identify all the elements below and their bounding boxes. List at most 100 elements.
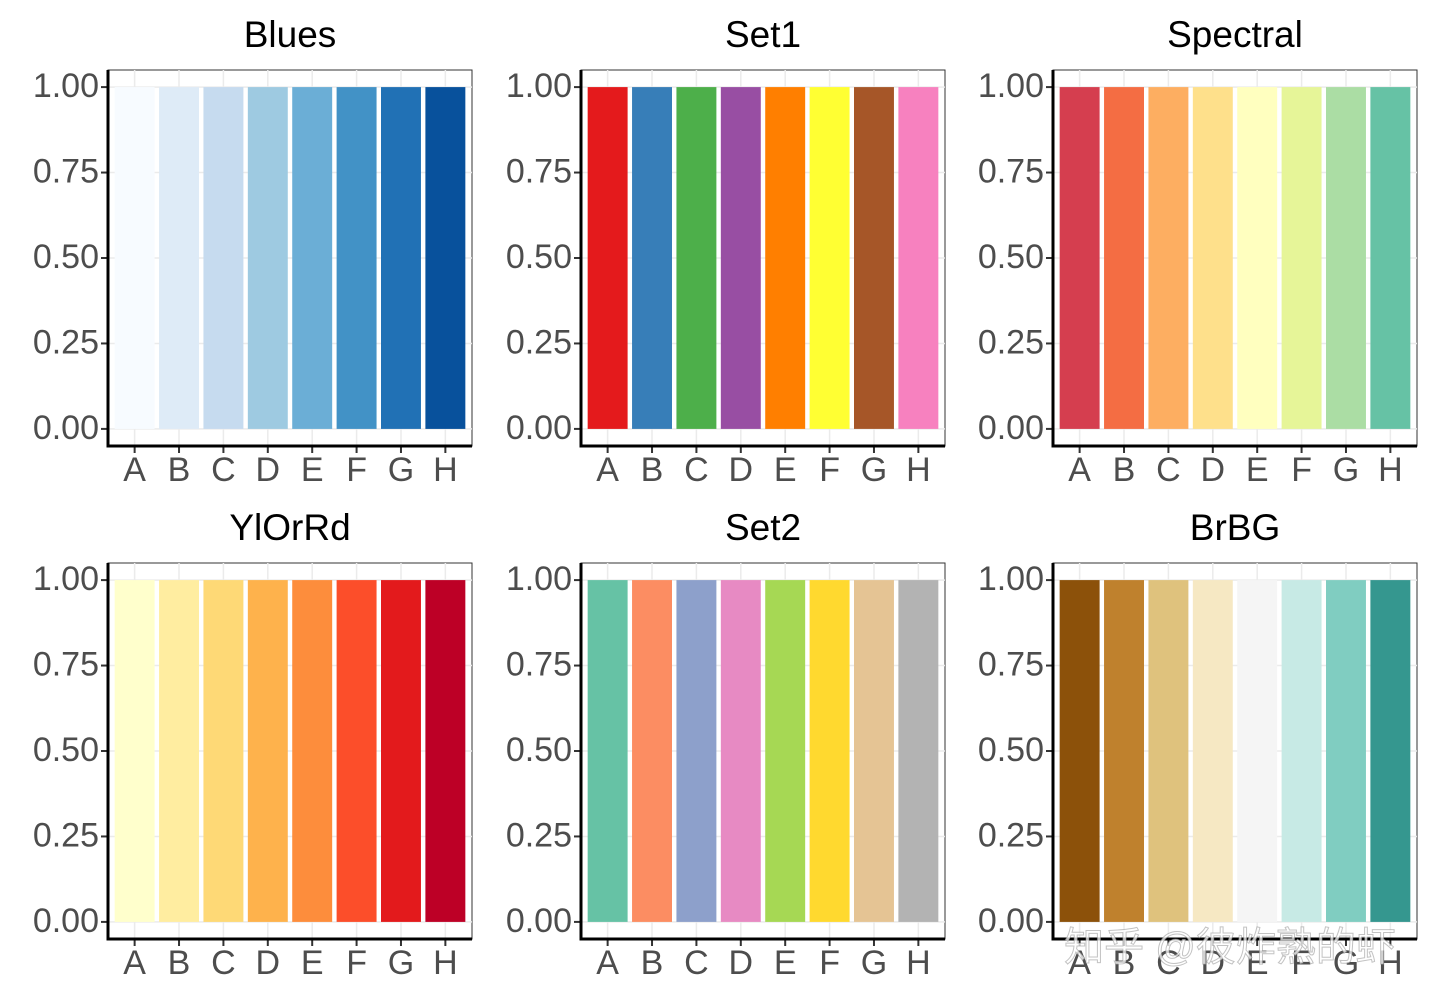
bar [809, 87, 850, 429]
x-tick-label: G [1333, 944, 1359, 982]
y-tick-label: 0.50 [506, 731, 572, 769]
bar [898, 580, 939, 922]
y-tick-label: 0.25 [33, 816, 99, 854]
bar [720, 87, 761, 429]
x-tick-label: G [388, 451, 414, 489]
bar [159, 580, 199, 922]
chart-title: Set2 [725, 507, 801, 548]
x-tick-label: C [1156, 944, 1181, 982]
bar [1104, 580, 1144, 922]
x-tick-label: C [211, 944, 236, 982]
x-tick-label: C [211, 451, 236, 489]
x-tick-label: F [1291, 451, 1312, 489]
chart-title: Spectral [1167, 14, 1303, 55]
y-tick-label: 0.25 [978, 323, 1044, 361]
bar [1370, 87, 1411, 429]
bar [1370, 580, 1411, 922]
bar [1059, 87, 1100, 429]
x-tick-label: A [596, 944, 619, 982]
x-tick-label: H [433, 451, 458, 489]
x-tick-label: C [1156, 451, 1181, 489]
y-tick-label: 0.75 [33, 153, 99, 191]
bar [1281, 580, 1322, 922]
bar [854, 580, 894, 922]
y-tick-label: 0.25 [506, 323, 572, 361]
bar [765, 580, 806, 922]
y-tick-label: 0.50 [978, 238, 1044, 276]
x-tick-label: A [1068, 451, 1091, 489]
bar [765, 87, 806, 429]
bar [809, 580, 850, 922]
bar [203, 87, 244, 429]
x-tick-label: F [819, 944, 840, 982]
bar [247, 580, 288, 922]
x-tick-label: H [433, 944, 458, 982]
x-tick-label: D [729, 944, 754, 982]
y-tick-label: 0.75 [978, 646, 1044, 684]
y-tick-label: 0.25 [978, 816, 1044, 854]
y-tick-label: 0.00 [506, 902, 572, 940]
x-tick-label: H [906, 451, 931, 489]
x-tick-label: A [123, 944, 146, 982]
x-tick-label: G [861, 451, 887, 489]
x-tick-label: H [1378, 451, 1403, 489]
bar [425, 580, 466, 922]
y-tick-label: 1.00 [506, 560, 572, 598]
bar [292, 87, 333, 429]
x-tick-label: B [1113, 944, 1136, 982]
bar [1192, 580, 1233, 922]
bar [1148, 87, 1189, 429]
x-tick-label: G [861, 944, 887, 982]
x-tick-label: A [1068, 944, 1091, 982]
bar [1326, 580, 1366, 922]
x-tick-label: B [641, 944, 664, 982]
bar [159, 87, 199, 429]
x-tick-label: F [346, 944, 367, 982]
x-tick-label: F [1291, 944, 1312, 982]
y-tick-label: 0.00 [978, 409, 1044, 447]
y-tick-label: 1.00 [506, 67, 572, 105]
x-tick-label: A [123, 451, 146, 489]
x-tick-label: F [819, 451, 840, 489]
bar [292, 580, 333, 922]
x-tick-label: D [729, 451, 754, 489]
x-tick-label: G [388, 944, 414, 982]
y-tick-label: 0.75 [978, 153, 1044, 191]
bar [1281, 87, 1322, 429]
bar [632, 87, 672, 429]
bar [632, 580, 672, 922]
x-tick-label: E [301, 451, 324, 489]
y-tick-label: 0.50 [978, 731, 1044, 769]
bar [381, 580, 421, 922]
y-tick-label: 0.75 [506, 153, 572, 191]
y-tick-label: 0.75 [33, 646, 99, 684]
bar [1237, 87, 1278, 429]
bar [1059, 580, 1100, 922]
x-tick-label: E [774, 451, 797, 489]
bar [898, 87, 939, 429]
x-tick-label: B [168, 944, 191, 982]
x-tick-label: D [1201, 944, 1226, 982]
x-tick-label: C [684, 451, 709, 489]
y-tick-label: 0.00 [33, 409, 99, 447]
y-tick-label: 0.50 [33, 238, 99, 276]
bar [676, 87, 717, 429]
x-tick-label: D [1201, 451, 1226, 489]
bar [1237, 580, 1278, 922]
x-tick-label: E [1246, 451, 1269, 489]
chart-title: BrBG [1190, 507, 1280, 548]
x-tick-label: B [168, 451, 191, 489]
bar [114, 580, 155, 922]
bar [587, 580, 628, 922]
y-tick-label: 1.00 [978, 560, 1044, 598]
y-tick-label: 0.25 [33, 323, 99, 361]
chart-title: Blues [244, 14, 337, 55]
y-tick-label: 1.00 [33, 67, 99, 105]
y-tick-label: 0.50 [33, 731, 99, 769]
y-tick-label: 0.00 [506, 409, 572, 447]
y-tick-label: 0.50 [506, 238, 572, 276]
y-tick-label: 0.75 [506, 646, 572, 684]
bar [1148, 580, 1189, 922]
y-tick-label: 1.00 [33, 560, 99, 598]
